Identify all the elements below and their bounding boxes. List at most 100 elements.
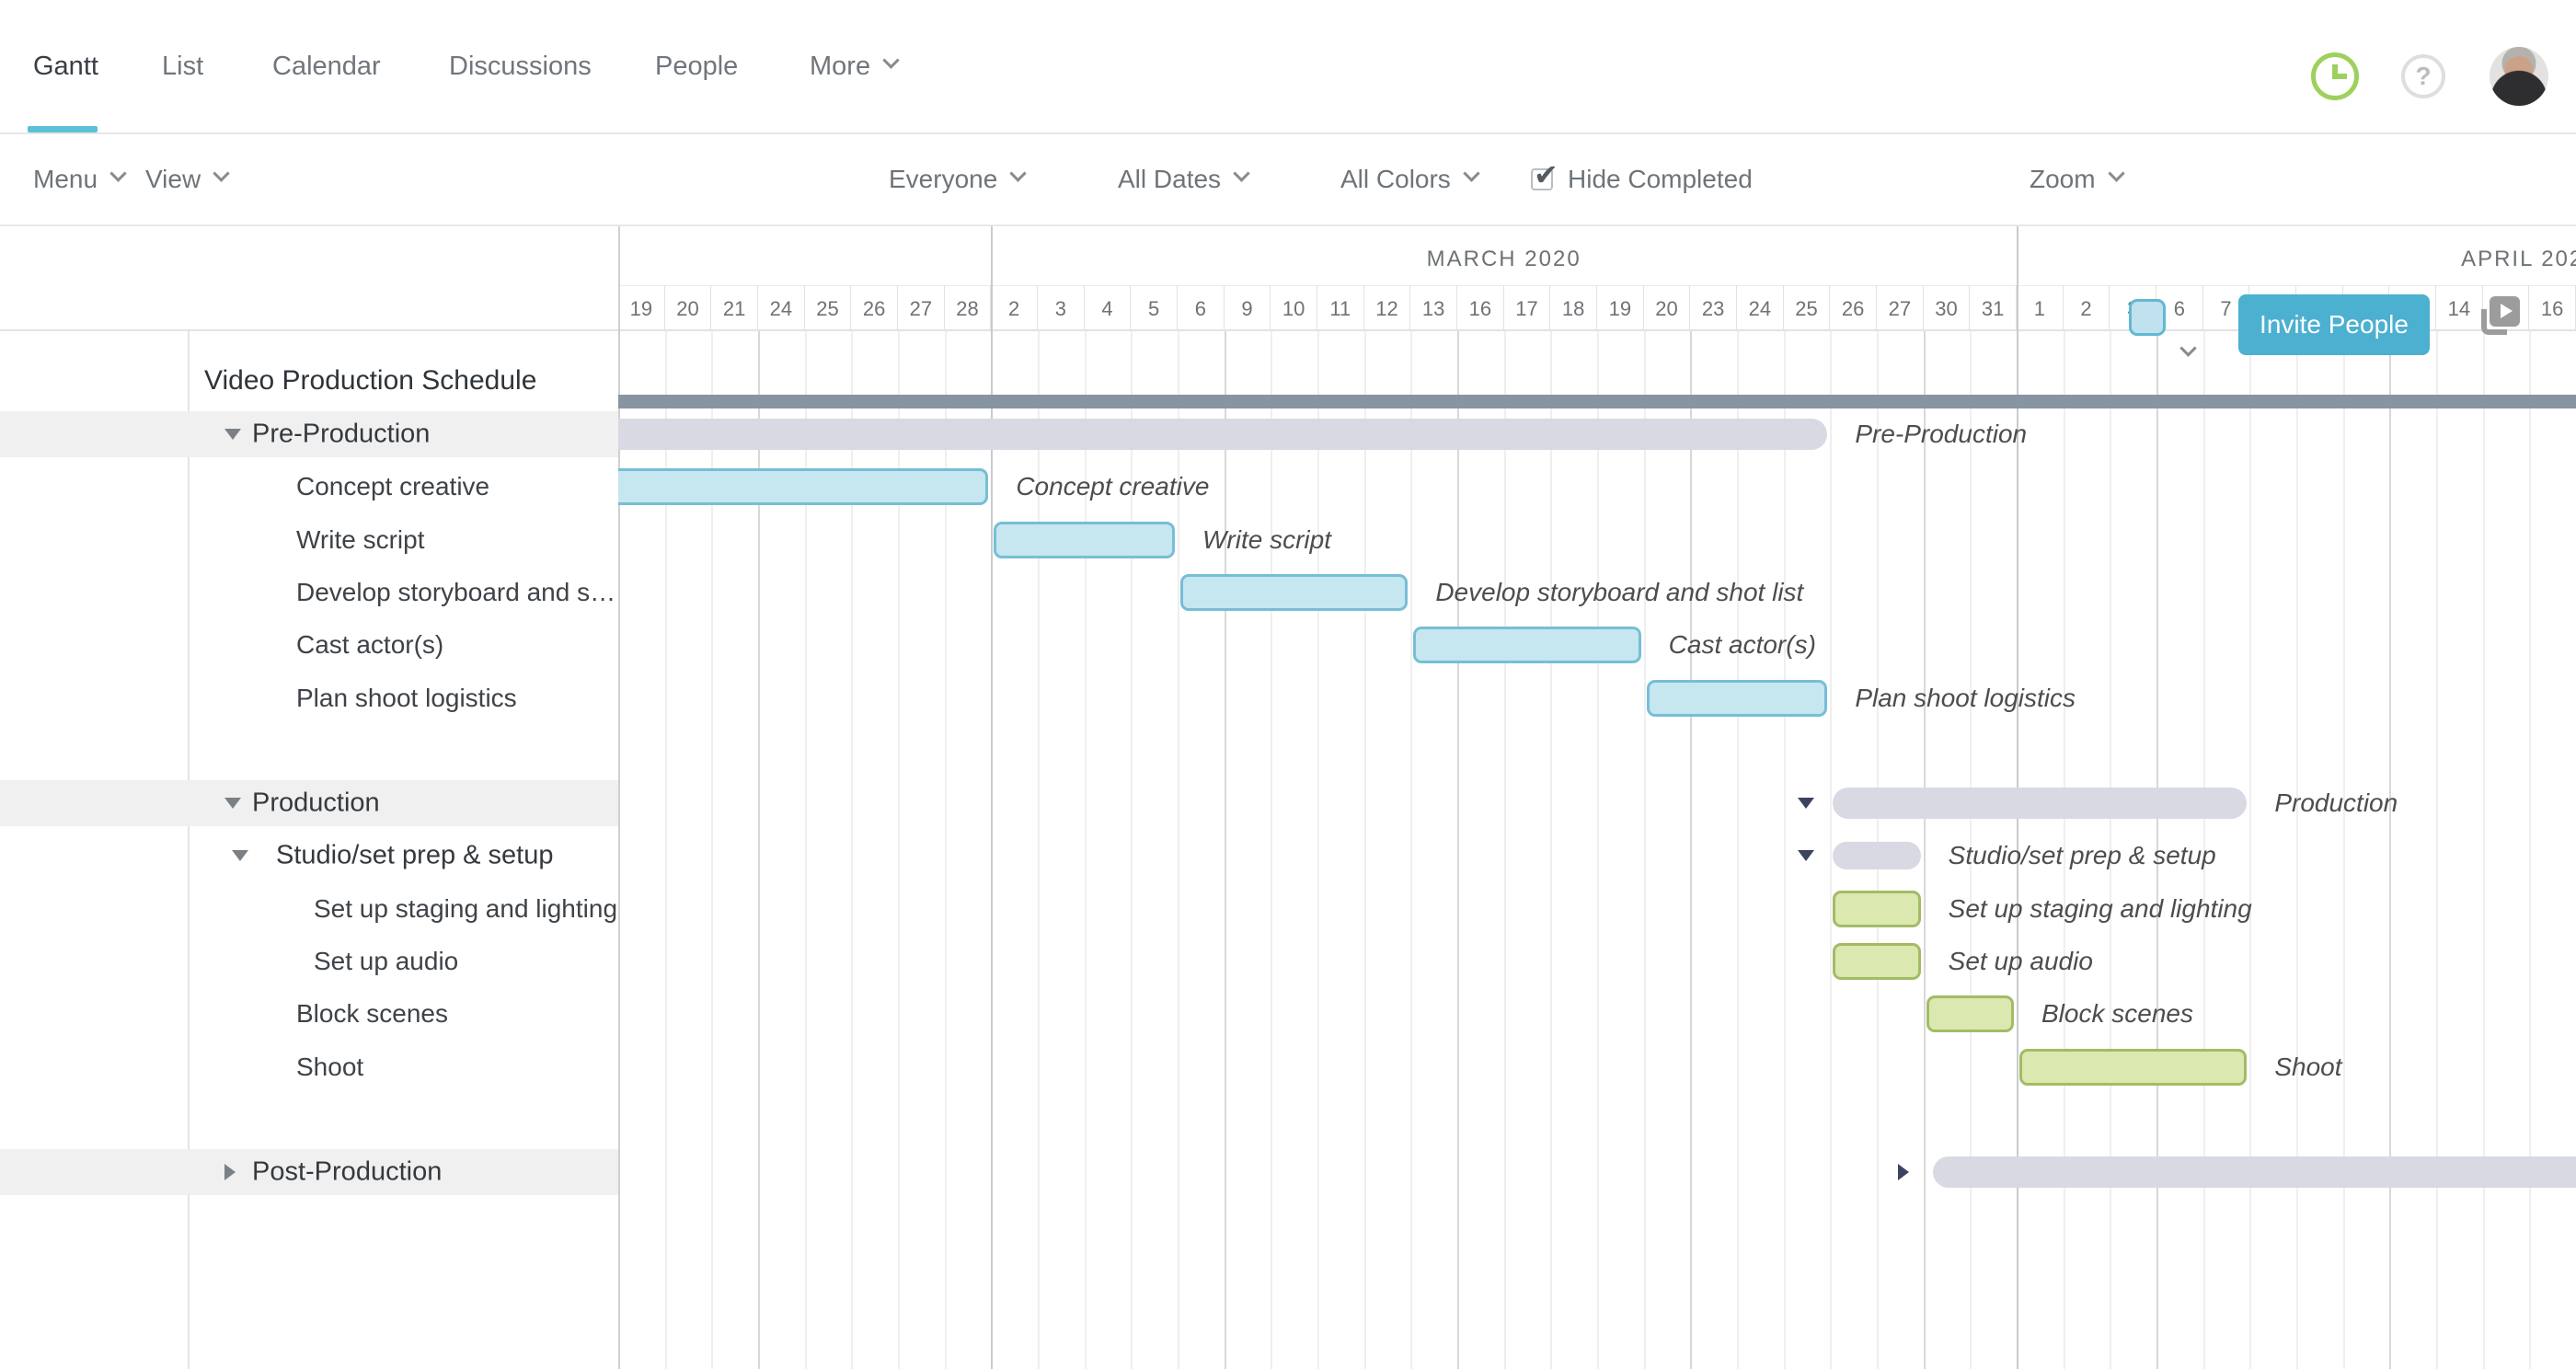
people-filter-dropdown[interactable]: Everyone bbox=[889, 134, 1027, 224]
gantt-bar-studio-set-prep[interactable] bbox=[1833, 842, 1921, 870]
grid-line bbox=[1643, 331, 1646, 1369]
grid-line bbox=[1038, 331, 1040, 1369]
gantt-bar-develop-storyboard[interactable] bbox=[1180, 573, 1409, 611]
day-header-cell: 2 bbox=[2063, 285, 2110, 331]
tab-list[interactable]: List bbox=[162, 0, 203, 132]
grid-line bbox=[2389, 331, 2392, 1369]
group-row-stripe bbox=[0, 411, 618, 457]
bar-label-plan-shoot-logistics: Plan shoot logistics bbox=[1855, 683, 2076, 712]
grid-line bbox=[1503, 331, 1506, 1369]
chart-collapse-toggle-production[interactable] bbox=[1798, 798, 1815, 810]
video-tutorial-icon[interactable] bbox=[2481, 296, 2520, 335]
grid-line bbox=[1410, 331, 1413, 1369]
view-dropdown[interactable]: View bbox=[145, 134, 230, 224]
tab-more[interactable]: More bbox=[810, 0, 900, 132]
task-name-cast-actors[interactable]: Cast actor(s) bbox=[296, 630, 444, 660]
group-row-stripe bbox=[0, 780, 618, 827]
project-title[interactable]: Video Production Schedule bbox=[204, 365, 537, 396]
task-name-studio-set-prep[interactable]: Studio/set prep & setup bbox=[276, 840, 554, 870]
colors-filter-dropdown[interactable]: All Colors bbox=[1340, 134, 1480, 224]
gantt-bar-production[interactable] bbox=[1833, 788, 2248, 820]
day-header-cell: 31 bbox=[1970, 285, 2017, 331]
bar-label-develop-storyboard: Develop storyboard and shot list bbox=[1435, 577, 1804, 606]
gantt-bar-concept-creative[interactable] bbox=[618, 468, 989, 506]
grid-line bbox=[2436, 331, 2438, 1369]
month-label: MARCH 2020 bbox=[1426, 247, 1581, 271]
task-name-plan-shoot-logistics[interactable]: Plan shoot logistics bbox=[296, 683, 517, 712]
day-header-cell: 27 bbox=[898, 285, 945, 331]
bar-label-set-up-audio: Set up audio bbox=[1948, 947, 2093, 975]
panel-chart-divider[interactable] bbox=[618, 226, 620, 1369]
task-name-develop-storyboard[interactable]: Develop storyboard and sh… bbox=[296, 577, 627, 606]
gantt-bar-post-production[interactable] bbox=[1933, 1156, 2576, 1189]
color-swatch-dropdown[interactable] bbox=[2179, 309, 2197, 399]
chevron-down-icon bbox=[882, 51, 900, 69]
task-name-concept-creative[interactable]: Concept creative bbox=[296, 472, 490, 501]
gantt-bar-write-script[interactable] bbox=[994, 521, 1175, 558]
grid-line bbox=[1084, 331, 1087, 1369]
grid-line bbox=[1178, 331, 1179, 1369]
grid-line bbox=[711, 331, 714, 1369]
menu-dropdown[interactable]: Menu bbox=[33, 134, 127, 224]
collapse-toggle-post-production[interactable] bbox=[224, 1164, 236, 1181]
day-header-cell: 2 bbox=[991, 285, 1038, 331]
invite-people-button[interactable]: Invite People bbox=[2238, 294, 2430, 355]
tab-calendar[interactable]: Calendar bbox=[272, 0, 381, 132]
gantt-bar-cast-actors[interactable] bbox=[1413, 627, 1641, 664]
day-header-cell: 19 bbox=[618, 285, 665, 331]
day-header-cell: 1 bbox=[2017, 285, 2064, 331]
help-icon[interactable]: ? bbox=[2401, 54, 2445, 98]
task-name-block-scenes[interactable]: Block scenes bbox=[296, 999, 448, 1029]
gantt-bar-plan-shoot-logistics[interactable] bbox=[1646, 679, 1828, 717]
collapse-toggle-pre-production[interactable] bbox=[224, 429, 241, 440]
tab-gantt[interactable]: Gantt bbox=[33, 0, 98, 132]
default-color-swatch[interactable] bbox=[2129, 299, 2166, 336]
grid-line bbox=[2529, 331, 2532, 1369]
user-avatar[interactable] bbox=[2490, 47, 2548, 106]
task-name-shoot[interactable]: Shoot bbox=[296, 1052, 364, 1081]
group-row-stripe bbox=[0, 1149, 618, 1196]
day-header-cell: 6 bbox=[1178, 285, 1225, 331]
grid-line bbox=[1737, 331, 1739, 1369]
gantt-bar-block-scenes[interactable] bbox=[1926, 995, 2014, 1033]
chart-collapse-toggle-studio-set-prep[interactable] bbox=[1798, 850, 1815, 862]
tab-people[interactable]: People bbox=[655, 0, 738, 132]
grid-line bbox=[898, 331, 900, 1369]
day-header-cell: 24 bbox=[758, 285, 805, 331]
task-name-set-up-audio[interactable]: Set up audio bbox=[314, 947, 459, 975]
grid-line bbox=[1690, 331, 1693, 1369]
collapse-toggle-production[interactable] bbox=[224, 798, 241, 810]
task-name-write-script[interactable]: Write script bbox=[296, 524, 425, 554]
task-name-pre-production[interactable]: Pre-Production bbox=[252, 419, 431, 449]
bar-label-cast-actors: Cast actor(s) bbox=[1668, 630, 1816, 660]
hide-completed-toggle[interactable]: ✔ Hide Completed bbox=[1531, 134, 1753, 224]
task-name-set-up-staging[interactable]: Set up staging and lighting bbox=[314, 893, 618, 923]
hide-completed-checkbox[interactable]: ✔ bbox=[1531, 158, 1558, 191]
month-boundary-line bbox=[991, 226, 994, 1369]
grid-line bbox=[1131, 331, 1133, 1369]
time-tracking-clock-icon[interactable] bbox=[2311, 52, 2359, 100]
month-label: APRIL 2020 bbox=[2461, 247, 2576, 271]
day-header-cell: 20 bbox=[664, 285, 712, 331]
chart-collapse-toggle-post-production[interactable] bbox=[1898, 1164, 1910, 1181]
tab-discussions[interactable]: Discussions bbox=[449, 0, 592, 132]
gantt-bar-set-up-audio[interactable] bbox=[1833, 943, 1921, 980]
task-name-production[interactable]: Production bbox=[252, 788, 380, 818]
toolbar: Menu View Everyone All Dates All Colors … bbox=[0, 134, 2576, 357]
collapse-toggle-studio-set-prep[interactable] bbox=[232, 850, 248, 862]
gantt-bar-set-up-staging[interactable] bbox=[1833, 890, 1921, 927]
gantt-bar-shoot[interactable] bbox=[2019, 1048, 2248, 1086]
zoom-dropdown[interactable]: Zoom bbox=[2030, 134, 2125, 224]
grid-line bbox=[1923, 331, 1926, 1369]
play-icon bbox=[2490, 296, 2520, 327]
day-header-cell: 28 bbox=[944, 285, 992, 331]
task-name-post-production[interactable]: Post-Production bbox=[252, 1156, 443, 1187]
bar-label-write-script: Write script bbox=[1202, 524, 1331, 554]
day-header-cell: 10 bbox=[1271, 285, 1317, 331]
dates-filter-dropdown[interactable]: All Dates bbox=[1118, 134, 1250, 224]
dates-filter-label: All Dates bbox=[1118, 165, 1222, 193]
gantt-bar-pre-production[interactable] bbox=[618, 419, 1828, 450]
bar-label-set-up-staging: Set up staging and lighting bbox=[1948, 893, 2252, 923]
grid-line bbox=[1550, 331, 1553, 1369]
grid-line bbox=[1970, 331, 1972, 1369]
